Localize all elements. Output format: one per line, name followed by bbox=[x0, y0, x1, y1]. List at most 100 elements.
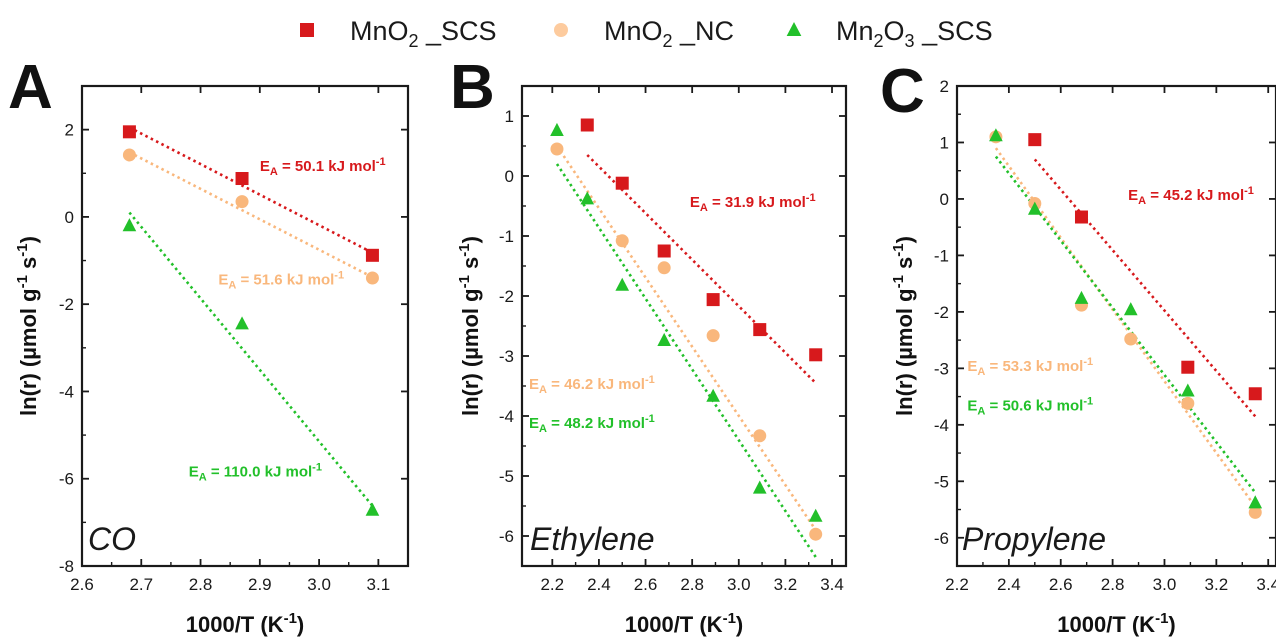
activation-energy-label: EA = 50.6 kJ mol-1 bbox=[967, 396, 1093, 418]
data-point bbox=[752, 480, 767, 494]
fit-line bbox=[994, 155, 1257, 494]
x-tick-label: 2.8 bbox=[680, 575, 704, 594]
data-point bbox=[235, 195, 249, 209]
data-point bbox=[300, 23, 314, 37]
y-tick-label: -1 bbox=[499, 227, 514, 246]
data-point bbox=[1074, 210, 1088, 224]
x-tick-label: 3.2 bbox=[774, 575, 798, 594]
activation-energy-label: EA = 50.1 kJ mol-1 bbox=[260, 156, 386, 178]
y-tick-label: -8 bbox=[59, 557, 74, 576]
data-point bbox=[1124, 332, 1138, 346]
legend-label: MnO2 _SCS bbox=[350, 16, 497, 51]
y-tick-label: -4 bbox=[934, 416, 949, 435]
y-tick-label: -6 bbox=[499, 527, 514, 546]
x-tick-label: 2.6 bbox=[70, 575, 94, 594]
data-point bbox=[706, 293, 720, 307]
activation-energy-label: EA = 46.2 kJ mol-1 bbox=[529, 374, 655, 396]
data-point bbox=[1248, 495, 1263, 509]
x-tick-label: 2.2 bbox=[540, 575, 564, 594]
activation-energy-label: EA = 53.3 kJ mol-1 bbox=[967, 356, 1093, 378]
y-tick-label: 0 bbox=[65, 208, 74, 227]
x-tick-label: 2.8 bbox=[1101, 575, 1125, 594]
panel-letter: C bbox=[880, 57, 925, 126]
legend-label: Mn2O3 _SCS bbox=[836, 16, 993, 51]
activation-energy-label: EA = 110.0 kJ mol-1 bbox=[189, 462, 322, 484]
y-tick-label: -2 bbox=[934, 303, 949, 322]
panel-c: 2.2 2.4 2.6 2.8 3.0 3.2 3.4 -6 -5 -4 -3 -2 -1 0 1 2 EA =… bbox=[880, 57, 1276, 637]
x-tick-label: 2.8 bbox=[189, 575, 213, 594]
plot-frame bbox=[80, 84, 410, 568]
data-point bbox=[554, 23, 568, 37]
data-point bbox=[1180, 383, 1195, 397]
legend-label: MnO2 _NC bbox=[604, 16, 734, 51]
data-point bbox=[786, 21, 802, 37]
y-tick-label: -2 bbox=[59, 295, 74, 314]
data-point bbox=[1074, 290, 1089, 304]
y-tick-label: 1 bbox=[940, 133, 949, 152]
data-point bbox=[235, 316, 249, 330]
plot-frame bbox=[520, 84, 848, 568]
y-tick-label: -5 bbox=[499, 467, 514, 486]
x-tick-label: 2.4 bbox=[997, 575, 1021, 594]
y-tick-label: -1 bbox=[934, 246, 949, 265]
legend-item: Mn2O3 _SCS bbox=[786, 16, 993, 51]
data-point bbox=[550, 122, 564, 137]
x-tick-label: 3.4 bbox=[820, 575, 844, 594]
x-tick-label: 3.0 bbox=[307, 575, 331, 594]
data-point bbox=[365, 248, 379, 262]
data-point bbox=[706, 388, 720, 402]
data-point bbox=[1181, 360, 1195, 374]
data-point bbox=[1027, 201, 1042, 215]
gas-annotation: Ethylene bbox=[530, 521, 655, 557]
data-point bbox=[615, 176, 629, 190]
data-point bbox=[580, 118, 594, 132]
fit-line bbox=[555, 145, 817, 531]
data-point bbox=[122, 218, 137, 232]
plot-frame bbox=[955, 84, 1276, 568]
y-tick-label: -3 bbox=[934, 359, 949, 378]
data-point bbox=[657, 261, 671, 275]
y-tick-label: -4 bbox=[499, 407, 514, 426]
panel-letter: B bbox=[450, 53, 495, 122]
panel-b: 2.2 2.4 2.6 2.8 3.0 3.2 3.4 -6 -5 -4 -3 -2 -1 0 1 EA = … bbox=[450, 53, 848, 637]
y-tick-label: -2 bbox=[499, 287, 514, 306]
data-point bbox=[615, 277, 630, 291]
y-tick-label: -3 bbox=[499, 347, 514, 366]
activation-energy-label: EA = 45.2 kJ mol-1 bbox=[1128, 185, 1254, 207]
x-tick-label: 3.0 bbox=[727, 575, 751, 594]
x-tick-label: 2.4 bbox=[587, 575, 611, 594]
y-axis-label: ln(r) (µmol g-1 s-1) bbox=[456, 236, 483, 416]
data-point bbox=[1028, 133, 1042, 147]
data-point bbox=[1123, 302, 1138, 316]
x-tick-label: 2.2 bbox=[945, 575, 969, 594]
x-tick-label: 2.6 bbox=[634, 575, 658, 594]
legend-item: MnO2 _SCS bbox=[300, 16, 497, 51]
data-point bbox=[989, 128, 1003, 142]
data-point bbox=[235, 172, 249, 186]
data-point bbox=[365, 271, 379, 285]
y-tick-label: 2 bbox=[940, 77, 949, 96]
data-point bbox=[657, 244, 671, 258]
fit-line bbox=[555, 163, 817, 558]
x-axis-label: 1000/T (K-1) bbox=[1057, 610, 1176, 637]
gas-annotation: CO bbox=[88, 521, 136, 557]
y-tick-label: 0 bbox=[505, 167, 514, 186]
data-point bbox=[365, 502, 380, 516]
activation-energy-label: EA = 48.2 kJ mol-1 bbox=[529, 413, 655, 435]
y-tick-label: -5 bbox=[934, 472, 949, 491]
data-point bbox=[753, 429, 767, 443]
data-point bbox=[753, 323, 767, 337]
data-point bbox=[122, 125, 136, 139]
data-point bbox=[580, 191, 595, 205]
y-tick-label: -4 bbox=[59, 382, 74, 401]
x-tick-label: 2.6 bbox=[1049, 575, 1073, 594]
panel-letter: A bbox=[8, 53, 53, 122]
data-point bbox=[550, 142, 564, 156]
x-tick-label: 3.1 bbox=[367, 575, 391, 594]
x-tick-label: 3.0 bbox=[1153, 575, 1177, 594]
x-axis-label: 1000/T (K-1) bbox=[625, 610, 744, 637]
activation-energy-label: EA = 51.6 kJ mol-1 bbox=[218, 270, 344, 292]
y-tick-label: -6 bbox=[59, 470, 74, 489]
activation-energy-label: EA = 31.9 kJ mol-1 bbox=[690, 192, 816, 214]
fit-line bbox=[128, 211, 374, 507]
